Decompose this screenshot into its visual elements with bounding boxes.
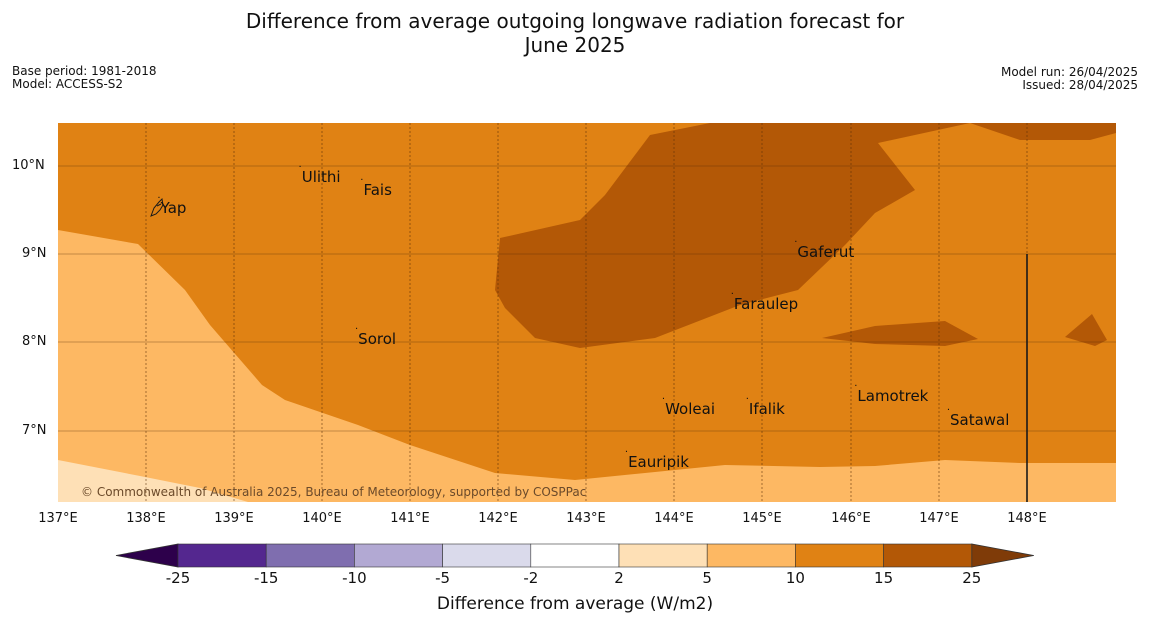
place-marker: · [157,193,161,205]
colorbar-segment [883,543,973,568]
copyright-notice: © Commonwealth of Australia 2025, Bureau… [81,485,587,499]
colorbar-segment [530,543,620,568]
lon-label-139e: 139°E [214,511,254,526]
title-line-1: Difference from average outgoing longwav… [245,9,905,33]
place-label-gaferut: ·Gaferut [794,237,855,262]
lat-label-7n: 7°N [22,423,47,438]
place-name: Lamotrek [857,387,929,406]
lon-label-137e: 137°E [38,511,78,526]
colorbar-under-arrow [115,543,179,568]
yap-island-outline [150,197,164,217]
colorbar [115,543,1034,568]
lat-label-8n: 8°N [22,334,47,349]
place-name: Sorol [358,329,397,348]
lat-label-9n: 9°N [22,246,47,261]
meta-right: Model run: 26/04/2025 Issued: 28/04/2025 [1001,66,1138,92]
place-label-fais: ·Fais [360,175,392,200]
colorbar-tick-label: -15 [253,569,279,587]
place-label-yap: ·Yap [157,193,187,218]
place-name: Eauripik [628,453,689,472]
place-label-eauripik: ·Eauripik [625,447,689,472]
colorbar-tick-label: 25 [962,569,982,587]
colorbar-tick-label: -5 [435,569,451,587]
meta-left: Base period: 1981-2018 Model: ACCESS-S2 [12,65,157,91]
anomaly-15-25-region-far-east [1065,314,1107,346]
colorbar-tick-label: 10 [785,569,805,587]
place-label-ulithi: ·Ulithi [299,162,341,187]
place-marker: · [730,288,734,300]
place-marker: · [661,393,666,405]
colorbar-segment [177,543,267,568]
lon-label-147e: 147°E [919,511,959,526]
place-marker: · [354,323,359,335]
place-marker: · [794,237,798,249]
lon-label-148e: 148°E [1007,511,1047,526]
place-name: Ifalik [748,399,785,418]
place-label-lamotrek: ·Lamotrek [854,381,929,406]
place-marker: · [298,162,302,174]
place-marker: · [946,405,950,417]
model-name: Model: ACCESS-S2 [12,77,124,91]
colorbar-tick-label: 5 [702,569,712,587]
place-marker: · [745,393,749,405]
place-name: Satawal [950,411,1010,430]
colorbar-segment [618,543,708,568]
place-marker: · [624,447,629,459]
lon-label-141e: 141°E [390,511,430,526]
colorbar-tick-label: 15 [874,569,894,587]
issued-date: Issued: 28/04/2025 [1022,78,1138,92]
lon-label-145e: 145°E [742,511,782,526]
place-label-sorol: ·Sorol [355,324,397,348]
place-label-woleai: ·Woleai [662,394,715,418]
place-name: Gaferut [797,243,855,262]
place-name: Fais [363,181,392,200]
lon-label-144e: 144°E [654,511,694,526]
colorbar-segment [795,543,884,568]
colorbar-over-arrow [971,543,1034,568]
lat-label-10n: 10°N [12,158,45,173]
lon-label-146e: 146°E [831,511,871,526]
colorbar-segment [265,543,355,568]
place-name: Yap [160,199,187,218]
anomaly-2-5-region [58,460,248,502]
lon-label-142e: 142°E [478,511,518,526]
colorbar-segment [442,543,532,568]
colorbar-tick-label: 2 [614,569,624,587]
colorbar-segment [354,543,443,568]
place-label-ifalik: ·Ifalik [746,394,785,418]
place-label-satawal: ·Satawal [947,405,1010,430]
title-line-2: June 2025 [524,33,626,57]
lon-label-138e: 138°E [126,511,166,526]
map-title: Difference from average outgoing longwav… [0,9,1150,57]
parallels [58,165,1116,432]
place-name: Faraulep [733,294,799,313]
colorbar-segment [706,543,796,568]
place-name: Woleai [665,399,715,418]
place-marker: · [360,175,364,187]
colorbar-tick-label: -2 [523,569,539,587]
gridlines [145,123,1028,502]
place-name: Ulithi [301,168,341,187]
model-run: Model run: 26/04/2025 [1000,65,1138,79]
base-period: Base period: 1981-2018 [12,64,157,78]
anomaly-5-10-region [58,230,1116,502]
place-marker: · [854,381,858,393]
colorbar-tick-label: -25 [165,569,191,587]
lon-label-143e: 143°E [566,511,606,526]
colorbar-title: Difference from average (W/m2) [436,594,714,614]
colorbar-tick-label: -10 [342,569,367,587]
lon-label-140e: 140°E [302,511,342,526]
place-label-faraulep: ·Faraulep [731,289,799,313]
anomaly-15-25-region-top-right [970,123,1116,140]
